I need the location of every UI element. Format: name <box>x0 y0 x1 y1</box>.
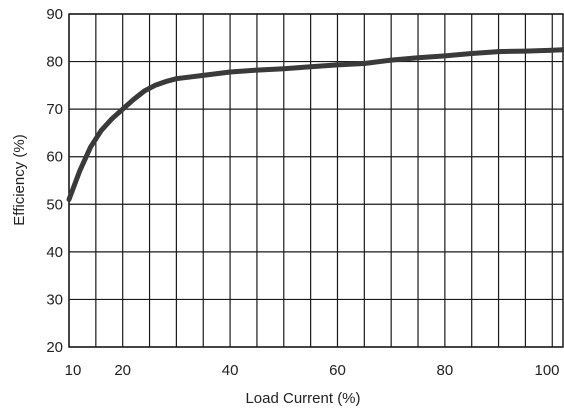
series-layer <box>66 47 564 202</box>
y-tick-label: 50 <box>46 196 63 213</box>
plot-frame <box>68 13 564 348</box>
y-tick-labels: 20 30 40 50 60 70 80 90 <box>46 6 63 356</box>
grid-layer <box>68 13 564 348</box>
y-tick-label: 40 <box>46 244 63 261</box>
series-line-0 <box>66 47 564 202</box>
y-axis-title: Efficiency (%) <box>11 134 28 225</box>
x-tick-labels: 10 20 40 60 80 100 <box>65 362 560 379</box>
x-tick-label: 80 <box>437 362 454 379</box>
x-tick-label: 20 <box>114 362 131 379</box>
x-axis-title: Load Current (%) <box>245 390 360 407</box>
y-tick-label: 70 <box>46 101 63 118</box>
y-tick-label: 90 <box>46 6 63 23</box>
x-tick-label: 40 <box>222 362 239 379</box>
x-tick-label: 100 <box>534 362 559 379</box>
y-tick-label: 30 <box>46 291 63 308</box>
y-tick-label: 20 <box>46 339 63 356</box>
x-tick-label: 10 <box>65 362 82 379</box>
y-tick-label: 60 <box>46 149 63 166</box>
x-tick-label: 60 <box>329 362 346 379</box>
y-tick-label: 80 <box>46 54 63 71</box>
